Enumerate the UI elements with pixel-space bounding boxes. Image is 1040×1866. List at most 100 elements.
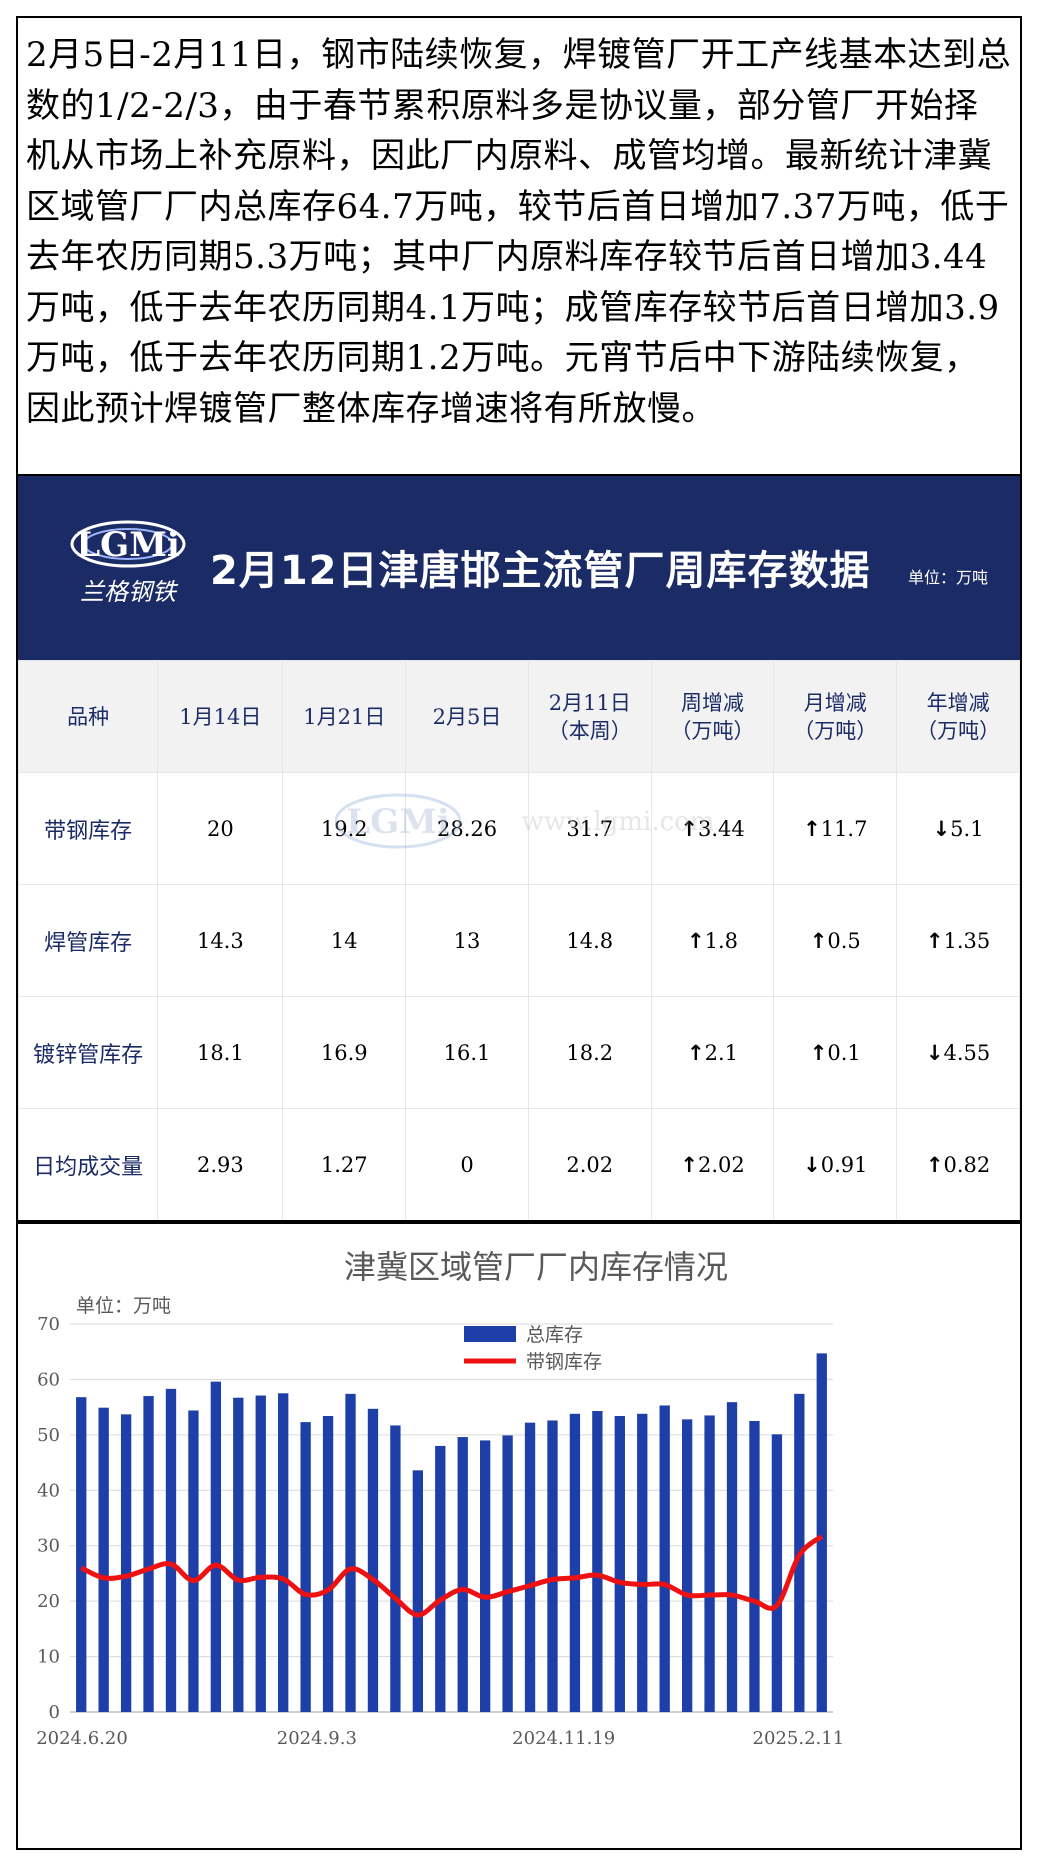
legend-swatch-total: [464, 1326, 516, 1342]
table-header-cell: 月增减 （万吨）: [773, 660, 898, 773]
table-cell: 18.2: [527, 996, 652, 1109]
x-tick-label: 2024.11.19: [512, 1728, 615, 1749]
bar: [233, 1397, 244, 1712]
change-value: 2.02: [697, 1152, 745, 1177]
chart-legend: 总库存 带钢库存: [464, 1324, 602, 1373]
change-cell-year: ↓4.55: [896, 996, 1020, 1109]
table-header-cell: 品种: [18, 660, 159, 773]
y-tick-label: 0: [49, 1702, 60, 1723]
table-cell: 13: [405, 884, 529, 997]
bar: [120, 1414, 132, 1712]
arrow-up-icon: ↑: [687, 1040, 705, 1065]
change-cell-week: ↑2.02: [650, 1108, 775, 1220]
change-value: 1.8: [704, 928, 739, 953]
table-header-cell: 周增减 （万吨）: [650, 660, 775, 773]
x-tick-label: 2025.2.11: [753, 1728, 845, 1749]
x-tick-label: 2024.6.20: [36, 1728, 128, 1749]
bar: [188, 1410, 199, 1712]
table-header-cell: 2月11日 （本周）: [527, 660, 652, 773]
change-cell-week: ↑3.44: [650, 772, 775, 885]
arrow-up-icon: ↑: [680, 816, 698, 841]
bar: [143, 1396, 154, 1712]
change-cell-week: ↑2.1: [650, 996, 775, 1109]
bar: [614, 1416, 625, 1712]
bar: [592, 1411, 603, 1712]
y-tick-label: 10: [37, 1647, 60, 1668]
y-tick-label: 20: [37, 1591, 60, 1612]
table-cell: 31.7: [527, 772, 652, 885]
bar: [637, 1413, 648, 1712]
bar: [480, 1440, 491, 1712]
table-row: 日均成交量 2.93 1.27 0 2.02 ↑2.02 ↓0.91 ↑0.82: [18, 1108, 1020, 1220]
arrow-up-icon: ↑: [925, 1152, 944, 1177]
y-tick-label: 30: [37, 1536, 60, 1557]
legend-label-total: 总库存: [526, 1324, 583, 1346]
change-value: 0.82: [943, 1152, 991, 1177]
change-cell-month: ↑0.1: [773, 996, 898, 1109]
table-row: 镀锌管库存 18.1 16.9 16.1 18.2 ↑2.1 ↑0.1 ↓4.55: [18, 996, 1020, 1109]
change-cell-month: ↓0.91: [773, 1108, 898, 1220]
table-cell: 14.3: [157, 884, 284, 997]
row-name: 带钢库存: [18, 772, 159, 885]
table-cell: 2.02: [527, 1108, 652, 1220]
change-cell-year: ↓5.1: [896, 772, 1020, 885]
bar: [749, 1421, 760, 1712]
banner-title: 2月12日津唐邯主流管厂周库存数据: [210, 548, 871, 594]
svg-text:LGMi: LGMi: [76, 525, 180, 565]
svg-text:兰格钢铁: 兰格钢铁: [80, 578, 179, 606]
banner-unit: 单位：万吨: [908, 568, 989, 587]
table-cell: 14.8: [527, 884, 652, 997]
y-tick-label: 60: [37, 1369, 60, 1390]
row-name: 日均成交量: [18, 1108, 159, 1220]
change-value: 5.1: [950, 816, 984, 841]
chart-title: 津冀区域管厂厂内库存情况: [344, 1248, 728, 1286]
chart-unit-label: 单位：万吨: [76, 1295, 171, 1317]
change-value: 0.91: [820, 1152, 868, 1177]
table-header-cell: 1月14日: [157, 660, 284, 773]
series-line-strip-steel: [80, 1534, 824, 1618]
arrow-up-icon: ↑: [687, 928, 705, 953]
inventory-table: 品种 1月14日 1月21日 2月5日 2月11日 （本周） 周增减 （万吨） 月增减 （万…: [18, 660, 1020, 1220]
y-tick-label: 70: [37, 1314, 60, 1335]
bar: [726, 1402, 738, 1712]
bar: [547, 1420, 558, 1712]
arrow-up-icon: ↑: [803, 816, 821, 841]
table-cell: 1.27: [282, 1108, 407, 1220]
table-cell: 20: [157, 772, 284, 885]
bar: [165, 1388, 177, 1712]
bar: [435, 1445, 446, 1712]
bar: [390, 1425, 401, 1712]
lgmi-logo-icon: LGMi 兰格钢铁: [70, 520, 186, 606]
arrow-up-icon: ↑: [809, 1040, 828, 1065]
change-value: 1.35: [943, 928, 991, 953]
bar: [76, 1397, 87, 1712]
y-tick-label: 40: [37, 1480, 60, 1501]
bar: [704, 1415, 715, 1712]
table-cell: 28.26: [405, 772, 529, 885]
table-cell: 18.1: [157, 996, 284, 1109]
table-cell: 16.9: [282, 996, 407, 1109]
change-value: 11.7: [820, 816, 868, 841]
chart-panel: 津冀区域管厂厂内库存情况 单位：万吨 总库存 带钢库存 0 10 20 30 40 50 6…: [16, 1222, 1022, 1850]
legend-label-strip: 带钢库存: [526, 1351, 602, 1373]
table-row: 焊管库存 14.3 14 13 14.8 ↑1.8 ↑0.5 ↑1.35: [18, 884, 1020, 997]
arrow-up-icon: ↑: [925, 928, 944, 953]
bar: [412, 1470, 423, 1712]
row-name: 镀锌管库存: [18, 996, 159, 1109]
bar: [322, 1416, 334, 1712]
bar: [659, 1405, 670, 1712]
inventory-chart: 津冀区域管厂厂内库存情况 单位：万吨 总库存 带钢库存 0 10 20 30 40 50 6…: [36, 1248, 845, 1749]
bar: [278, 1393, 289, 1712]
bar: [255, 1395, 266, 1712]
change-cell-year: ↑0.82: [896, 1108, 1020, 1220]
change-value: 4.55: [943, 1040, 991, 1065]
table-header-cell: 1月21日: [282, 660, 407, 773]
table-row: 带钢库存 20 19.2 28.26 31.7 ↑3.44 ↑11.7 ↓5.1: [18, 772, 1020, 885]
table-cell: 2.93: [157, 1108, 284, 1220]
table-cell: 0: [405, 1108, 529, 1220]
arrow-up-icon: ↑: [680, 1152, 698, 1177]
bar: [345, 1393, 356, 1712]
bar: [502, 1435, 513, 1712]
inventory-panel: LGMi 兰格钢铁 2月12日津唐邯主流管厂周库存数据 单位：万吨 品种 1月14…: [16, 474, 1022, 1222]
table-cell: 14: [282, 884, 407, 997]
